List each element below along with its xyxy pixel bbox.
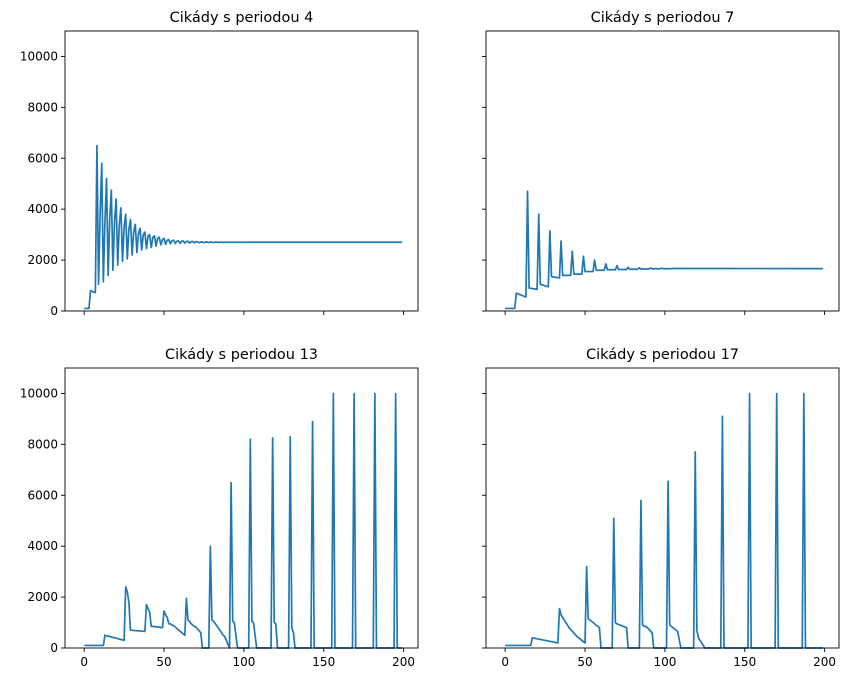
y-tick-label-period-4: 2000 — [27, 253, 58, 267]
chart-title-period-13: Cikády s periodou 13 — [165, 347, 318, 363]
x-tick-label-period-17: 50 — [577, 655, 592, 669]
plot-frame-period-7 — [485, 30, 840, 312]
x-tick-label-period-13: 50 — [156, 655, 171, 669]
plot-frame-period-17 — [485, 367, 840, 649]
y-tick-label-period-13: 8000 — [27, 437, 58, 451]
y-tick-label-period-13: 10000 — [20, 386, 58, 400]
series-line-period-13 — [84, 392, 403, 649]
x-tick-label-period-17: 150 — [733, 655, 756, 669]
x-tick-label-period-13: 150 — [312, 655, 335, 669]
chart-title-period-7: Cikády s periodou 7 — [591, 10, 735, 26]
plot-frame-period-13 — [64, 367, 419, 649]
chart-title-period-4: Cikády s periodou 4 — [170, 10, 314, 26]
x-tick-label-period-17: 0 — [501, 655, 509, 669]
plot-frame-period-4 — [64, 30, 419, 312]
x-tick-label-period-13: 100 — [232, 655, 255, 669]
x-tick-label-period-13: 0 — [80, 655, 88, 669]
x-tick-label-period-17: 100 — [653, 655, 676, 669]
series-line-period-7 — [505, 190, 824, 310]
subplot-period-13: 0 50 100 150 2000200040006000800010000Cikády… — [20, 347, 419, 669]
x-tick-label-period-13: 200 — [392, 655, 415, 669]
y-tick-label-period-4: 6000 — [27, 151, 58, 165]
y-tick-label-period-4: 0 — [50, 304, 58, 318]
y-tick-label-period-4: 8000 — [27, 100, 58, 114]
subplot-period-4: 0 2000 4000 6000 8000 10000 Cikády s periodou … — [20, 10, 419, 318]
chart-title-period-17: Cikády s periodou 17 — [586, 347, 739, 363]
subplot-period-7: Cikády s periodou 7 — [482, 10, 840, 315]
y-tick-label-period-13: 6000 — [27, 488, 58, 502]
series-line-period-4 — [84, 144, 403, 310]
y-tick-label-period-4: 4000 — [27, 202, 58, 216]
y-tick-label-period-13: 4000 — [27, 539, 58, 553]
y-tick-label-period-4: 10000 — [20, 49, 58, 63]
subplot-period-17: 0 50 100 150 200 Cikády s periodou 17 — [482, 347, 840, 669]
series-line-period-17 — [505, 392, 824, 649]
y-tick-label-period-13: 0 — [50, 641, 58, 655]
x-tick-label-period-17: 200 — [813, 655, 836, 669]
y-tick-label-period-13: 2000 — [27, 590, 58, 604]
